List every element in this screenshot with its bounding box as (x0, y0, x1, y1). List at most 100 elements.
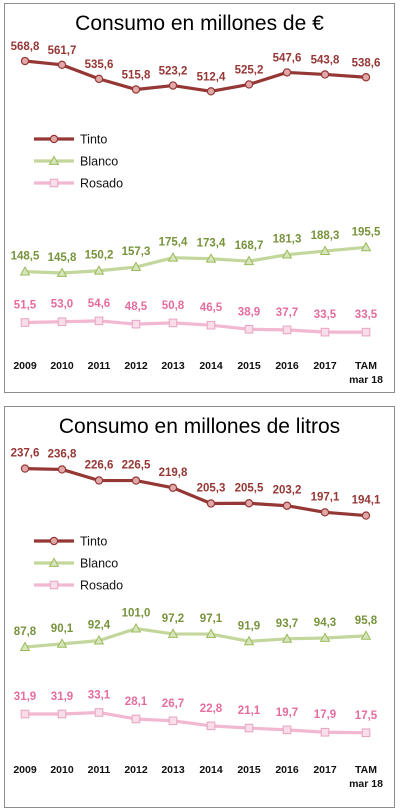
data-label: 205,3 (197, 482, 226, 494)
data-label: 203,2 (273, 485, 302, 497)
data-point (167, 628, 179, 638)
data-label: 19,7 (276, 707, 298, 719)
series-line-rosado (24, 319, 366, 334)
legend-label: Tinto (80, 535, 107, 549)
data-point (131, 714, 141, 724)
data-point (20, 464, 30, 473)
data-label: 94,3 (314, 617, 336, 629)
data-label: 48,5 (125, 301, 148, 313)
data-point (19, 641, 31, 651)
data-label: 219,8 (159, 467, 188, 479)
data-label: 28,1 (125, 696, 148, 708)
x-tick-label: 2017 (313, 764, 337, 776)
data-point (361, 728, 371, 738)
legend-entry-rosado: Rosado (34, 177, 123, 191)
data-label: 97,1 (200, 613, 223, 625)
legend-entry-rosado: Rosado (34, 579, 123, 593)
data-label: 22,8 (200, 703, 223, 715)
data-point (130, 622, 142, 633)
x-tick-label: 2009 (13, 764, 37, 776)
data-point (244, 723, 254, 733)
chart-title: Consumo en millones de litros (58, 415, 341, 438)
data-point (131, 319, 141, 329)
data-label: 50,8 (162, 300, 185, 312)
x-tick-label: 2010 (50, 764, 74, 776)
data-point (206, 320, 216, 330)
data-label: 91,9 (238, 620, 260, 632)
data-point (20, 318, 30, 327)
data-point (57, 465, 67, 474)
legend-marker (49, 178, 59, 188)
data-point (282, 501, 292, 510)
x-tick-label: TAM (355, 764, 377, 776)
data-label: 33,5 (355, 309, 378, 321)
series-line-blanco (24, 245, 367, 275)
x-tick-label: 2015 (237, 360, 261, 372)
x-tick-label: 2009 (13, 360, 37, 372)
legend-label: Tinto (80, 133, 107, 147)
data-label: 150,2 (85, 250, 114, 262)
data-label: 53,0 (51, 299, 73, 311)
x-tick-label: 2011 (88, 360, 111, 372)
legend-marker (49, 134, 59, 144)
data-label: 95,8 (355, 615, 378, 627)
data-label: 92,4 (88, 620, 111, 632)
data-point (361, 327, 371, 337)
data-point (167, 252, 179, 262)
data-label: 46,5 (200, 302, 223, 314)
data-label: 17,5 (355, 710, 378, 722)
data-point (19, 265, 31, 276)
data-label: 525,2 (235, 64, 264, 76)
x-tick-label: 2016 (275, 764, 299, 776)
data-label: 157,3 (122, 246, 151, 258)
legend-entry-tinto: Tinto (34, 535, 107, 549)
data-point (94, 316, 104, 326)
data-label: 561,7 (48, 45, 77, 57)
data-label: 37,7 (276, 307, 298, 319)
legend-marker (48, 155, 60, 165)
data-label: 512,4 (197, 71, 226, 83)
data-point (57, 709, 67, 719)
data-point (360, 241, 372, 252)
x-tick-label: 2016 (275, 360, 299, 372)
data-point (168, 81, 178, 90)
data-label: 175,4 (159, 237, 188, 249)
x-tick-label: 2015 (237, 764, 261, 776)
data-label: 90,1 (51, 623, 74, 635)
data-point (205, 253, 217, 263)
data-point (206, 721, 216, 731)
series-blanco: 87,8 90,1 92,4 101,0 97,2 97,1 91,9 93,7 94,3 95,… (14, 608, 378, 651)
data-label: 17,9 (314, 709, 336, 721)
data-label: 188,3 (311, 230, 340, 242)
chart-title: Consumo en millones de € (75, 12, 324, 35)
series-line-blanco (24, 627, 367, 649)
data-label: 97,2 (162, 613, 184, 625)
data-point (281, 633, 293, 643)
legend-marker (49, 580, 59, 590)
series-blanco: 148,5 145,8 150,2 157,3 175,4 173,4 168,7 181,3… (11, 226, 381, 277)
x-tick-label: 2011 (88, 764, 111, 776)
data-point (244, 324, 254, 334)
data-point (361, 73, 371, 82)
series-rosado: 51,5 53,0 54,6 48,5 50,8 46,5 38,9 37,7 33,5 33,5 (14, 298, 378, 337)
data-label: 236,8 (48, 448, 77, 460)
series-line-rosado (25, 710, 367, 735)
data-point (243, 635, 255, 646)
data-point (360, 630, 372, 640)
data-label: 194,1 (352, 495, 381, 507)
data-point (131, 476, 141, 485)
data-point (320, 327, 330, 337)
data-label: 93,7 (276, 618, 298, 630)
data-point (57, 317, 67, 327)
data-point (319, 632, 331, 642)
data-label: 547,6 (273, 52, 302, 64)
data-point (57, 60, 67, 70)
data-label: 87,8 (14, 626, 37, 638)
data-point (56, 638, 68, 648)
data-point (244, 80, 254, 89)
x-tick-label: 2012 (124, 764, 148, 776)
data-point (94, 476, 104, 485)
data-point (281, 249, 293, 259)
x-tick-label: 2013 (161, 360, 185, 372)
x-tick-label: 2012 (124, 360, 148, 372)
